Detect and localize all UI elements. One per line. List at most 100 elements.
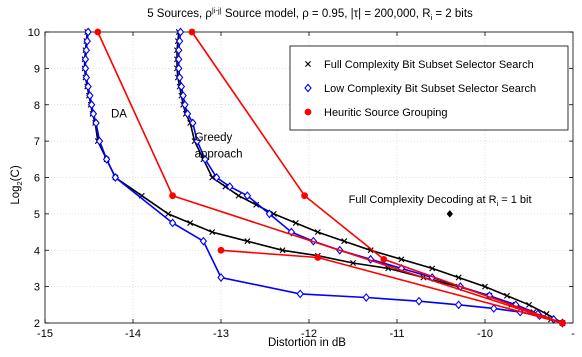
data-point — [243, 191, 252, 201]
data-point — [175, 73, 184, 82]
marker-stroke — [367, 247, 374, 254]
data-point — [244, 238, 251, 245]
y-axis-label: Log2(C) — [10, 165, 24, 204]
series-3 — [94, 28, 566, 327]
y-tick-label: 10 — [28, 27, 40, 39]
legend-label: Full Complexity Bit Subset Selector Sear… — [324, 59, 534, 71]
data-point — [175, 45, 183, 55]
data-point — [287, 227, 296, 237]
data-point — [87, 100, 96, 110]
marker-stroke — [429, 265, 436, 272]
data-point — [209, 229, 216, 236]
data-point — [81, 63, 90, 73]
data-point — [350, 259, 356, 266]
data-point — [82, 45, 91, 55]
marker-stroke — [543, 310, 550, 317]
data-point — [81, 54, 90, 64]
data-point — [380, 255, 388, 263]
data-point — [199, 236, 208, 246]
data-point — [175, 36, 184, 46]
data-point — [95, 136, 104, 146]
marker-stroke — [341, 238, 348, 245]
data-point — [301, 192, 309, 200]
marker-stroke — [165, 210, 172, 217]
data-point — [188, 28, 196, 36]
data-point — [397, 263, 406, 273]
marker-stroke — [209, 174, 216, 181]
series-line — [191, 31, 563, 324]
marker-stroke — [187, 219, 194, 226]
data-point — [265, 209, 274, 219]
data-point — [86, 91, 94, 101]
y-tick-label: 7 — [34, 136, 40, 148]
y-tick-label: 3 — [34, 282, 40, 294]
annotation: Greedy — [195, 132, 233, 144]
marker-stroke — [455, 274, 462, 281]
x-tick-label: -13 — [213, 328, 229, 340]
data-point — [362, 293, 370, 302]
legend: Full Complexity Bit Subset Selector Sear… — [289, 45, 569, 131]
marker-stroke — [292, 219, 299, 226]
y-tick-label: 2 — [34, 318, 40, 330]
data-point — [83, 36, 91, 46]
legend-marker — [305, 61, 311, 67]
data-point — [179, 91, 187, 101]
data-point — [543, 310, 550, 317]
data-point — [341, 238, 348, 245]
series-2 — [81, 27, 567, 328]
y-tick-label: 6 — [34, 173, 40, 185]
data-point — [94, 28, 102, 36]
data-point — [279, 247, 286, 254]
data-point — [226, 182, 234, 192]
series-layer — [81, 27, 567, 328]
y-tick-label: 4 — [34, 245, 40, 257]
data-point — [165, 210, 172, 217]
data-point — [169, 192, 177, 200]
data-point — [559, 319, 566, 327]
data-point — [82, 73, 91, 82]
special-point-label: Full Complexity Decoding at Ri = 1 bit — [349, 194, 532, 208]
y-tick-label: 5 — [34, 209, 40, 221]
y-tick-label: 9 — [34, 63, 40, 75]
marker-stroke — [526, 301, 532, 308]
data-point — [490, 303, 498, 313]
legend-marker — [304, 83, 312, 93]
marker-stroke — [504, 292, 510, 299]
data-point — [175, 54, 183, 64]
data-point — [212, 173, 221, 182]
marker-stroke — [235, 192, 242, 199]
legend-label: Low Complexity Bit Subset Selector Searc… — [324, 83, 536, 95]
x-tick-label: -15 — [37, 328, 53, 340]
data-point — [189, 118, 197, 128]
data-point — [181, 100, 189, 110]
data-point — [253, 201, 260, 208]
data-point — [209, 174, 216, 181]
marker-stroke — [279, 247, 286, 254]
data-point — [102, 154, 111, 164]
special-point — [446, 210, 453, 218]
data-point — [89, 109, 98, 119]
data-point — [175, 63, 183, 73]
legend-marker — [304, 108, 312, 116]
axes-layer: -15 -14 -13 -12 -11 -10 - 2 3 4 5 6 7 8 9 10 — [28, 27, 575, 340]
data-point — [398, 256, 405, 263]
legend-label: Heuritic Source Grouping — [324, 107, 448, 119]
x-tick-label: - — [571, 328, 575, 340]
data-point — [217, 246, 225, 254]
data-point — [168, 218, 177, 228]
x-tick-label: -10 — [477, 328, 493, 340]
marker-stroke — [209, 229, 216, 236]
data-point — [526, 301, 532, 308]
marker-stroke — [305, 61, 311, 67]
marker-stroke — [398, 256, 405, 263]
data-point — [235, 192, 242, 199]
annotation: approach — [195, 148, 243, 160]
data-point — [201, 154, 209, 164]
data-point — [314, 254, 322, 261]
marker-stroke — [314, 229, 321, 236]
data-point — [92, 118, 100, 128]
data-point — [111, 173, 120, 182]
data-point — [454, 300, 463, 310]
